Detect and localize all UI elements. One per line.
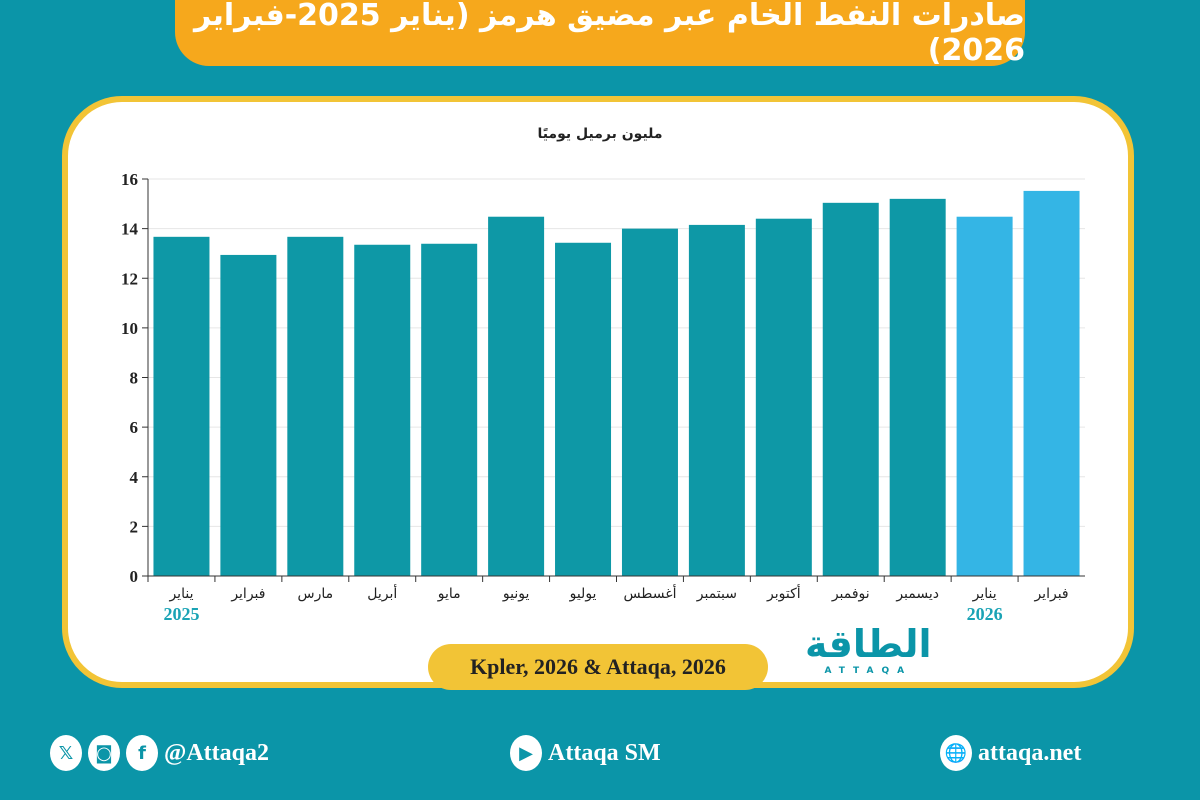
bar (956, 216, 1013, 576)
chart-title: صادرات النفط الخام عبر مضيق هرمز (يناير … (175, 0, 1025, 68)
bar (755, 218, 812, 576)
bar (153, 236, 210, 577)
bar (889, 198, 946, 576)
globe-icon[interactable]: 🌐 (940, 735, 972, 771)
x-tick-label: سبتمبر (696, 586, 737, 602)
source-label: Kpler, 2026 & Attaqa, 2026 (428, 644, 768, 690)
x-tick-label: نوفمبر (831, 586, 870, 602)
year-label: 2026 (967, 604, 1003, 624)
y-tick-label: 2 (130, 517, 139, 536)
x-tick-label: مارس (298, 586, 334, 602)
y-tick-label: 4 (130, 468, 139, 487)
bar (488, 216, 545, 576)
x-tick-label: مايو (437, 586, 461, 602)
bar (354, 244, 411, 577)
x-icon[interactable]: 𝕏 (50, 735, 82, 771)
footer: 𝕏 ◙ f @Attaqa2 ▶ Attaqa SM 🌐 attaqa.net (0, 735, 1200, 775)
youtube-icon[interactable]: ▶ (510, 735, 542, 771)
x-tick-label: فبراير (230, 586, 265, 602)
x-tick-label: أبريل (367, 584, 397, 602)
y-tick-label: 6 (130, 418, 139, 437)
x-tick-label: يونيو (502, 586, 530, 602)
bar (555, 242, 612, 576)
bar (1023, 190, 1080, 576)
bar (621, 228, 678, 576)
y-tick-label: 12 (121, 269, 138, 288)
y-tick-label: 8 (130, 369, 139, 388)
y-tick-label: 10 (121, 319, 138, 338)
attaqa-logo: الطاقة ATTAQA (805, 622, 932, 676)
x-tick-label: ديسمبر (895, 586, 939, 602)
logo-sub: ATTAQA (824, 666, 913, 676)
youtube-channel[interactable]: Attaqa SM (548, 739, 661, 766)
x-tick-label: يناير (972, 586, 997, 602)
y-tick-label: 16 (121, 170, 138, 189)
year-label: 2025 (163, 604, 199, 624)
x-tick-label: أكتوبر (766, 584, 801, 602)
bar (688, 224, 745, 576)
social-handle[interactable]: @Attaqa2 (164, 739, 269, 766)
bar (287, 236, 344, 577)
x-tick-label: يوليو (569, 586, 597, 602)
bar (822, 202, 879, 576)
facebook-icon[interactable]: f (126, 735, 158, 771)
website-link[interactable]: attaqa.net (978, 739, 1082, 766)
y-tick-label: 0 (130, 567, 139, 586)
x-tick-label: فبراير (1033, 586, 1068, 602)
x-tick-label: أغسطس (623, 584, 676, 602)
y-axis-label: مليون برميل يوميًا (537, 126, 663, 142)
y-tick-label: 14 (121, 220, 139, 239)
x-tick-label: يناير (168, 586, 193, 602)
bar (421, 243, 478, 576)
bar (220, 254, 277, 576)
instagram-icon[interactable]: ◙ (88, 735, 120, 771)
logo-text: الطاقة (805, 622, 932, 666)
